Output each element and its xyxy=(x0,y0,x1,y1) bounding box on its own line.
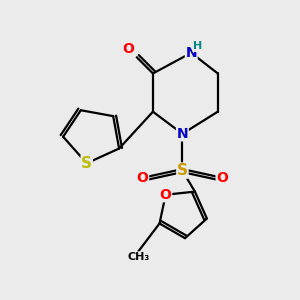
Text: CH₃: CH₃ xyxy=(127,252,149,262)
Text: S: S xyxy=(81,156,92,171)
Text: S: S xyxy=(177,163,188,178)
Text: N: N xyxy=(177,127,188,141)
Text: O: O xyxy=(123,42,134,56)
Text: O: O xyxy=(216,171,228,185)
Text: N: N xyxy=(185,46,197,60)
Text: O: O xyxy=(137,171,148,185)
Text: H: H xyxy=(193,41,202,51)
Text: O: O xyxy=(160,188,172,202)
